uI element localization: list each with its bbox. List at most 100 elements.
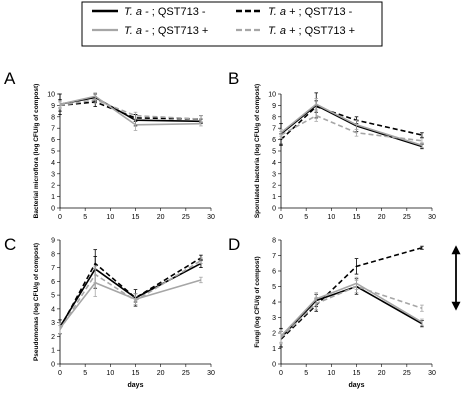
x-tick-label: 15 (353, 214, 361, 221)
panel-c: C 0 1 2 3 4 5 6 7 8 9 0 5 10 15 20 25 30 Pseudomonas (log … (4, 235, 215, 389)
y-tick-label: 6 (272, 137, 276, 144)
series-4 (58, 95, 203, 123)
x-tick-label: 20 (378, 370, 386, 377)
y-tick-label: 6 (51, 279, 55, 286)
y-tick-label: 3 (51, 320, 55, 327)
series-line (280, 103, 423, 147)
series-line (280, 105, 423, 141)
y-tick-label: 4 (272, 300, 276, 307)
legend-entry-rest: ; QST713 - (149, 6, 206, 18)
series-line (280, 282, 423, 337)
x-tick-label: 20 (378, 214, 386, 221)
x-tick-label: 0 (279, 214, 283, 221)
legend-entry-italic: T. a - (124, 6, 149, 18)
x-tick-label: 10 (327, 214, 335, 221)
x-tick-label: 20 (157, 214, 165, 221)
y-tick-label: 2 (51, 183, 55, 190)
y-tick-label: 4 (51, 306, 55, 313)
x-tick-label: 0 (58, 370, 62, 377)
series-4 (58, 257, 203, 335)
legend-entry: T. a - ; QST713 - (124, 6, 206, 18)
x-tick-label: 15 (132, 214, 140, 221)
x-tick-label: 30 (207, 214, 215, 221)
x-tick-label: 0 (279, 370, 283, 377)
y-tick-label: 3 (272, 315, 276, 322)
y-axis-label: Pseudomonas (log CFU/g of compost) (33, 243, 40, 361)
x-axis-label: days (128, 382, 144, 389)
x-tick-label: 10 (327, 370, 335, 377)
y-tick-label: 9 (272, 103, 276, 110)
series-line (280, 285, 423, 339)
panel-letter: D (228, 235, 240, 254)
y-tick-label: 10 (268, 92, 276, 99)
series-line (280, 285, 423, 339)
y-tick-label: 8 (272, 114, 276, 121)
y-tick-label: 2 (51, 334, 55, 341)
x-tick-label: 25 (403, 370, 411, 377)
legend-entry-italic: T. a + (268, 6, 296, 18)
y-tick-label: 2 (272, 331, 276, 338)
legend-entry: T. a - ; QST713 + (124, 25, 208, 37)
x-axis-label: days (349, 382, 365, 389)
x-tick-label: 10 (106, 370, 114, 377)
series-line (59, 257, 202, 329)
legend-entry-italic: T. a + (268, 25, 296, 37)
series-3 (279, 276, 424, 343)
x-tick-label: 25 (182, 214, 190, 221)
legend-box (81, 1, 383, 47)
panel-d: D 0 1 2 3 4 5 6 7 8 0 5 10 15 20 25 30 Fungi (log CFU/g o… (228, 235, 461, 389)
y-tick-label: 7 (51, 265, 55, 272)
series-4 (279, 109, 424, 144)
y-tick-label: 8 (51, 251, 55, 258)
x-tick-label: 15 (353, 370, 361, 377)
y-tick-label: 1 (51, 348, 55, 355)
y-tick-label: 10 (47, 92, 55, 99)
y-tick-label: 0 (51, 362, 55, 369)
y-axis-label: Fungi (log CFU/g of compost) (254, 256, 261, 347)
legend-entry-italic: T. a - (124, 25, 149, 37)
y-tick-label: 8 (272, 238, 276, 245)
panel-b: B 0 1 2 3 4 5 6 7 8 9 10 0 5 10 15 20 25 30 Sporulated bact… (228, 69, 436, 221)
series-line (280, 114, 423, 142)
series-line (59, 98, 201, 120)
y-tick-label: 1 (51, 194, 55, 201)
x-tick-label: 5 (304, 214, 308, 221)
x-tick-label: 15 (132, 370, 140, 377)
series-line (280, 104, 423, 148)
x-tick-label: 20 (157, 370, 165, 377)
series-4 (279, 279, 424, 345)
legend: T. a - ; QST713 - T. a + ; QST713 -T. a -… (81, 1, 383, 47)
x-tick-label: 5 (304, 370, 308, 377)
legend-entry: T. a + ; QST713 + (268, 25, 355, 37)
series-line (59, 101, 201, 120)
legend-entry: T. a + ; QST713 - (268, 6, 353, 18)
series-3 (58, 268, 203, 335)
x-tick-label: 10 (106, 214, 114, 221)
x-tick-label: 25 (182, 370, 190, 377)
y-tick-label: 0 (272, 206, 276, 213)
series-2 (279, 245, 424, 348)
y-tick-label: 9 (51, 103, 55, 110)
y-tick-label: 9 (51, 238, 55, 245)
y-axis-label: Sporulated bacteria (log CFU/g of compos… (254, 84, 261, 218)
y-tick-label: 1 (272, 346, 276, 353)
y-tick-label: 5 (51, 293, 55, 300)
y-tick-label: 5 (272, 149, 276, 156)
y-tick-label: 6 (51, 137, 55, 144)
x-tick-label: 0 (58, 214, 62, 221)
x-tick-label: 5 (83, 370, 87, 377)
y-tick-label: 7 (51, 126, 55, 133)
panel-letter: C (4, 235, 16, 254)
y-tick-label: 8 (51, 114, 55, 121)
series-line (59, 259, 202, 330)
y-axis-label: Bacterial microflora (log CFU/g of compo… (33, 84, 40, 219)
y-tick-label: 0 (272, 362, 276, 369)
y-tick-label: 5 (51, 149, 55, 156)
y-tick-label: 3 (51, 171, 55, 178)
y-tick-label: 4 (272, 160, 276, 167)
series-line (280, 246, 423, 340)
x-tick-label: 30 (207, 370, 215, 377)
y-tick-label: 5 (272, 284, 276, 291)
x-tick-label: 5 (83, 214, 87, 221)
